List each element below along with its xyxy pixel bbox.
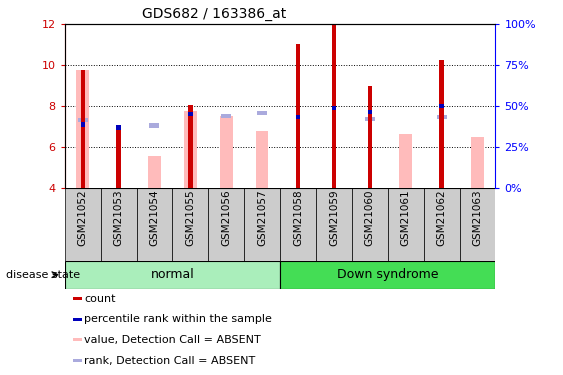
Bar: [73, 297, 82, 300]
Bar: [81, 122, 85, 126]
Bar: [208, 188, 244, 261]
Text: rank, Detection Call = ABSENT: rank, Detection Call = ABSENT: [84, 356, 255, 366]
Bar: [436, 115, 446, 119]
Text: GSM21057: GSM21057: [257, 190, 267, 246]
Bar: [256, 131, 269, 188]
Bar: [459, 188, 495, 261]
Bar: [316, 188, 352, 261]
Bar: [137, 188, 172, 261]
Text: normal: normal: [150, 268, 194, 281]
Bar: [368, 86, 372, 188]
Text: GSM21060: GSM21060: [365, 190, 375, 246]
Bar: [101, 188, 137, 261]
Bar: [78, 118, 88, 123]
Bar: [117, 125, 120, 130]
Bar: [172, 188, 208, 261]
Bar: [280, 188, 316, 261]
Text: GSM21052: GSM21052: [78, 190, 88, 246]
Bar: [365, 117, 375, 122]
Bar: [296, 115, 300, 119]
Bar: [73, 318, 82, 321]
Bar: [388, 188, 424, 261]
Bar: [424, 188, 459, 261]
Bar: [117, 130, 120, 188]
Bar: [73, 359, 82, 362]
Bar: [81, 70, 85, 188]
Bar: [244, 188, 280, 261]
Text: Down syndrome: Down syndrome: [337, 268, 439, 281]
Bar: [65, 261, 280, 289]
Text: GSM21061: GSM21061: [401, 190, 411, 246]
Bar: [352, 188, 388, 261]
Text: GSM21063: GSM21063: [472, 190, 482, 246]
Text: GSM21056: GSM21056: [221, 190, 231, 246]
Bar: [65, 188, 101, 261]
Bar: [148, 156, 161, 188]
Bar: [149, 123, 159, 128]
Bar: [257, 111, 267, 116]
Text: count: count: [84, 294, 115, 304]
Text: GSM21059: GSM21059: [329, 190, 339, 246]
Bar: [399, 135, 412, 188]
Bar: [332, 24, 336, 188]
Text: GSM21058: GSM21058: [293, 190, 303, 246]
Bar: [184, 111, 196, 188]
Text: GSM21062: GSM21062: [436, 190, 446, 246]
Bar: [220, 116, 233, 188]
Bar: [188, 112, 193, 116]
Text: GSM21054: GSM21054: [149, 190, 159, 246]
Bar: [77, 70, 89, 188]
Text: GSM21055: GSM21055: [185, 190, 195, 246]
Bar: [221, 114, 231, 118]
Text: GDS682 / 163386_at: GDS682 / 163386_at: [142, 7, 287, 21]
Text: percentile rank within the sample: percentile rank within the sample: [84, 314, 272, 324]
Bar: [332, 106, 336, 110]
Text: GSM21053: GSM21053: [114, 190, 124, 246]
Bar: [440, 104, 444, 108]
Bar: [280, 261, 495, 289]
Bar: [440, 60, 444, 188]
Bar: [471, 136, 484, 188]
Bar: [296, 44, 300, 188]
Text: value, Detection Call = ABSENT: value, Detection Call = ABSENT: [84, 335, 261, 345]
Bar: [368, 110, 372, 114]
Bar: [188, 105, 193, 188]
Bar: [73, 339, 82, 341]
Text: disease state: disease state: [6, 270, 80, 280]
